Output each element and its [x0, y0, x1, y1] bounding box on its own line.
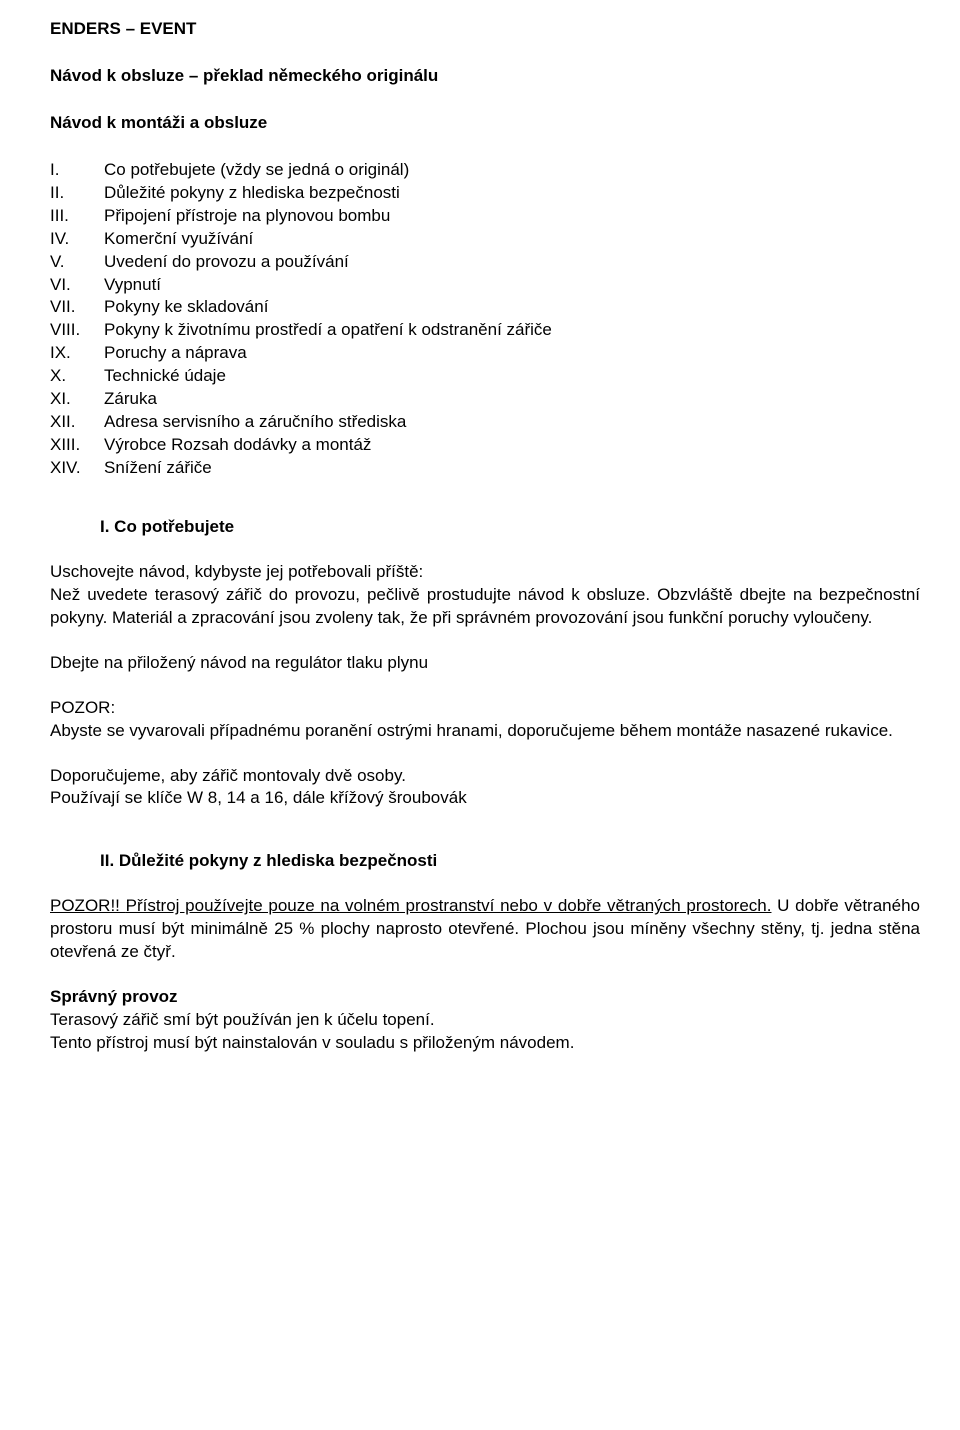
section-2-heading: II. Důležité pokyny z hlediska bezpečnos… [50, 850, 920, 873]
pozor-lead: POZOR!! [50, 896, 126, 915]
toc-row: IX. Poruchy a náprava [50, 342, 920, 365]
subheading: Správný provoz [50, 987, 178, 1006]
section-1-heading: I. Co potřebujete [50, 516, 920, 539]
toc-text: Uvedení do provozu a používání [104, 251, 920, 274]
toc-text: Komerční využívání [104, 228, 920, 251]
toc-num: II. [50, 182, 104, 205]
toc-num: XIII. [50, 434, 104, 457]
toc: I. Co potřebujete (vždy se jedná o origi… [50, 159, 920, 480]
doc-subtitle-2: Návod k montáži a obsluze [50, 112, 920, 135]
toc-num: III. [50, 205, 104, 228]
para-line: Abyste se vyvarovali případnému poranění… [50, 721, 893, 740]
toc-row: IV. Komerční využívání [50, 228, 920, 251]
doc-title: ENDERS – EVENT [50, 18, 920, 41]
toc-num: IX. [50, 342, 104, 365]
toc-row: VIII. Pokyny k životnímu prostředí a opa… [50, 319, 920, 342]
toc-text: Pokyny ke skladování [104, 296, 920, 319]
pozor-label: POZOR: [50, 698, 115, 717]
section-1-para-2: Dbejte na přiložený návod na regulátor t… [50, 652, 920, 675]
toc-text: Záruka [104, 388, 920, 411]
toc-num: IV. [50, 228, 104, 251]
toc-row: XIV. Snížení zářiče [50, 457, 920, 480]
toc-row: II. Důležité pokyny z hlediska bezpečnos… [50, 182, 920, 205]
section-2-subblock: Správný provoz Terasový zářič smí být po… [50, 986, 920, 1055]
toc-text: Adresa servisního a záručního střediska [104, 411, 920, 434]
toc-text: Technické údaje [104, 365, 920, 388]
para-line: Než uvedete terasový zářič do provozu, p… [50, 585, 920, 627]
toc-row: III. Připojení přístroje na plynovou bom… [50, 205, 920, 228]
toc-row: X. Technické údaje [50, 365, 920, 388]
toc-text: Připojení přístroje na plynovou bombu [104, 205, 920, 228]
toc-text: Poruchy a náprava [104, 342, 920, 365]
toc-text: Důležité pokyny z hlediska bezpečnosti [104, 182, 920, 205]
underlined-text: Přístroj používejte pouze na volném pros… [126, 896, 772, 915]
toc-row: XIII. Výrobce Rozsah dodávky a montáž [50, 434, 920, 457]
para-line: Terasový zářič smí být používán jen k úč… [50, 1010, 435, 1029]
section-1-para-3: Doporučujeme, aby zářič montovaly dvě os… [50, 765, 920, 811]
toc-num: I. [50, 159, 104, 182]
toc-row: XI. Záruka [50, 388, 920, 411]
toc-num: XIV. [50, 457, 104, 480]
toc-text: Pokyny k životnímu prostředí a opatření … [104, 319, 920, 342]
section-1-para-1: Uschovejte návod, kdybyste jej potřebova… [50, 561, 920, 630]
doc-subtitle: Návod k obsluze – překlad německého orig… [50, 65, 920, 88]
toc-row: VI. Vypnutí [50, 274, 920, 297]
toc-row: V. Uvedení do provozu a používání [50, 251, 920, 274]
toc-row: XII. Adresa servisního a záručního střed… [50, 411, 920, 434]
para-line: Používají se klíče W 8, 14 a 16, dále kř… [50, 788, 467, 807]
toc-text: Snížení zářiče [104, 457, 920, 480]
para-line: Uschovejte návod, kdybyste jej potřebova… [50, 562, 423, 581]
toc-num: VI. [50, 274, 104, 297]
toc-row: VII. Pokyny ke skladování [50, 296, 920, 319]
toc-num: XI. [50, 388, 104, 411]
spacer [50, 502, 920, 516]
toc-text: Výrobce Rozsah dodávky a montáž [104, 434, 920, 457]
toc-num: VIII. [50, 319, 104, 342]
toc-num: XII. [50, 411, 104, 434]
toc-text: Vypnutí [104, 274, 920, 297]
para-line: Doporučujeme, aby zářič montovaly dvě os… [50, 766, 406, 785]
toc-text: Co potřebujete (vždy se jedná o originál… [104, 159, 920, 182]
para-line: Tento přístroj musí být nainstalován v s… [50, 1033, 574, 1052]
toc-row: I. Co potřebujete (vždy se jedná o origi… [50, 159, 920, 182]
toc-num: V. [50, 251, 104, 274]
toc-num: VII. [50, 296, 104, 319]
section-1-pozor-block: POZOR: Abyste se vyvarovali případnému p… [50, 697, 920, 743]
section-2-para-1: POZOR!! Přístroj používejte pouze na vol… [50, 895, 920, 964]
toc-num: X. [50, 365, 104, 388]
